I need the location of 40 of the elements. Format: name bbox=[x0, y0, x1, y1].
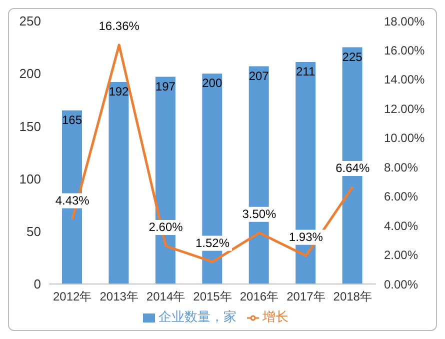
legend-label: 企业数量，家 bbox=[158, 309, 236, 324]
data-label: 192 bbox=[108, 84, 130, 99]
y2-tick-label: 0.00% bbox=[384, 277, 418, 292]
y2-tick-label: 10.00% bbox=[384, 131, 426, 146]
data-label: 3.50% bbox=[242, 206, 277, 221]
y2-tick-label: 2.00% bbox=[384, 248, 418, 262]
bar bbox=[108, 82, 129, 284]
y2-tick-label: 16.00% bbox=[384, 43, 426, 58]
legend-label: 增长 bbox=[262, 309, 288, 324]
data-label: 225 bbox=[342, 50, 363, 64]
x-tick-label: 2016年 bbox=[240, 290, 279, 304]
y2-tick-label: 8.00% bbox=[384, 160, 418, 174]
data-label: 207 bbox=[248, 68, 270, 83]
x-tick-label: 2013年 bbox=[100, 290, 138, 304]
y-tick-label: 50 bbox=[26, 224, 41, 240]
y-tick-label: 100 bbox=[19, 171, 41, 186]
data-label: 1.93% bbox=[288, 230, 324, 244]
x-tick-label: 2017年 bbox=[286, 290, 326, 304]
data-label: 16.36% bbox=[98, 18, 140, 33]
y2-tick-label: 14.00% bbox=[384, 72, 426, 87]
data-label: 165 bbox=[62, 112, 82, 127]
x-tick-label: 2015年 bbox=[193, 290, 232, 304]
y2-tick-label: 12.00% bbox=[384, 102, 426, 116]
data-label: 2.60% bbox=[148, 220, 184, 234]
y-tick-label: 250 bbox=[19, 14, 41, 29]
y2-tick-label: 4.00% bbox=[384, 218, 418, 233]
data-label: 6.64% bbox=[336, 160, 370, 175]
x-tick-label: 2014年 bbox=[146, 290, 186, 304]
data-label: 197 bbox=[155, 79, 176, 94]
data-label: 200 bbox=[202, 76, 222, 90]
data-label: 211 bbox=[296, 64, 316, 79]
y2-tick-label: 6.00% bbox=[384, 190, 418, 204]
y-tick-label: 0 bbox=[34, 276, 41, 292]
data-label: 1.52% bbox=[195, 236, 230, 250]
x-tick-label: 2018年 bbox=[333, 290, 372, 304]
data-label: 4.43% bbox=[55, 193, 90, 208]
y-tick-label: 150 bbox=[19, 118, 41, 134]
x-tick-label: 2012年 bbox=[53, 290, 92, 304]
y-tick-label: 200 bbox=[19, 66, 41, 82]
y2-tick-label: 18.00% bbox=[384, 14, 426, 28]
